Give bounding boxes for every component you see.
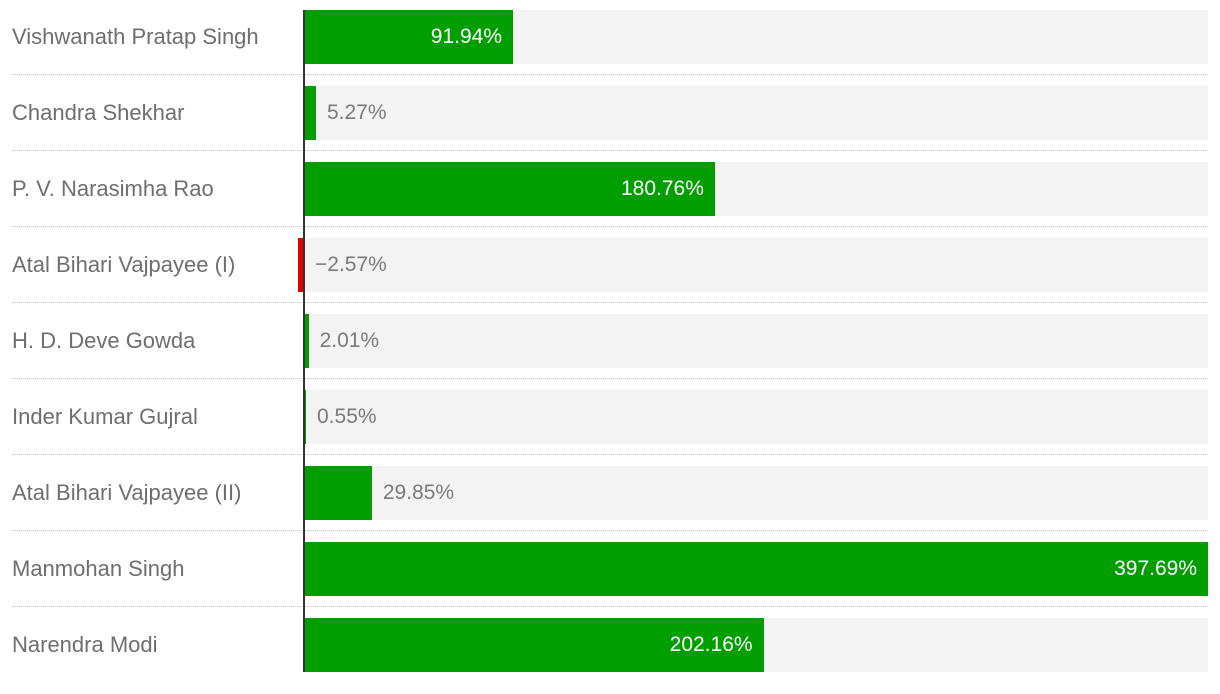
- row-separator: [12, 378, 1208, 379]
- category-label: Manmohan Singh: [12, 556, 185, 581]
- bar: [304, 542, 1208, 596]
- value-label: 2.01%: [319, 329, 380, 352]
- category-label: H. D. Deve Gowda: [12, 328, 196, 353]
- bar-track: [304, 238, 1208, 292]
- category-label: Chandra Shekhar: [12, 100, 185, 125]
- category-label: Atal Bihari Vajpayee (II): [12, 480, 242, 505]
- value-label: 5.27%: [326, 101, 387, 124]
- chart-row: Atal Bihari Vajpayee (II) 29.85%: [0, 466, 1220, 542]
- row-separator: [12, 226, 1208, 227]
- bar-track: [304, 390, 1208, 444]
- chart-row: Narendra Modi 202.16%: [0, 618, 1220, 694]
- bar: [304, 86, 316, 140]
- chart-row: H. D. Deve Gowda 2.01%: [0, 314, 1220, 390]
- bar: [298, 238, 304, 292]
- row-separator: [12, 150, 1208, 151]
- row-separator: [12, 530, 1208, 531]
- chart-row: Vishwanath Pratap Singh 91.94%: [0, 10, 1220, 86]
- zero-axis-line: [303, 10, 305, 672]
- category-label: Vishwanath Pratap Singh: [12, 24, 259, 49]
- value-label: 202.16%: [669, 633, 753, 656]
- value-label: 91.94%: [430, 25, 502, 48]
- value-label: 0.55%: [317, 405, 377, 428]
- chart-row: P. V. Narasimha Rao 180.76%: [0, 162, 1220, 238]
- row-separator: [12, 302, 1208, 303]
- value-label: 397.69%: [1114, 557, 1197, 580]
- category-label: Inder Kumar Gujral: [12, 404, 198, 429]
- row-separator: [12, 606, 1208, 607]
- chart-row: Manmohan Singh 397.69%: [0, 542, 1220, 618]
- chart-row: Chandra Shekhar 5.27%: [0, 86, 1220, 162]
- value-label: 29.85%: [382, 481, 455, 504]
- value-label: 180.76%: [620, 177, 704, 200]
- row-separator: [12, 454, 1208, 455]
- bar: [304, 162, 715, 216]
- bar-track: [304, 466, 1208, 520]
- bar: [304, 618, 764, 672]
- chart-row: Atal Bihari Vajpayee (I) −2.57%: [0, 238, 1220, 314]
- bar: [304, 10, 513, 64]
- row-separator: [12, 74, 1208, 75]
- bar-track: [304, 86, 1208, 140]
- category-label: P. V. Narasimha Rao: [12, 176, 214, 201]
- bar: [304, 466, 372, 520]
- category-label: Narendra Modi: [12, 632, 158, 657]
- bar: [304, 390, 306, 444]
- category-label: Atal Bihari Vajpayee (I): [12, 252, 236, 277]
- chart-row: Inder Kumar Gujral 0.55%: [0, 390, 1220, 466]
- bar: [304, 314, 309, 368]
- bar-track: [304, 314, 1208, 368]
- value-label: −2.57%: [315, 253, 387, 276]
